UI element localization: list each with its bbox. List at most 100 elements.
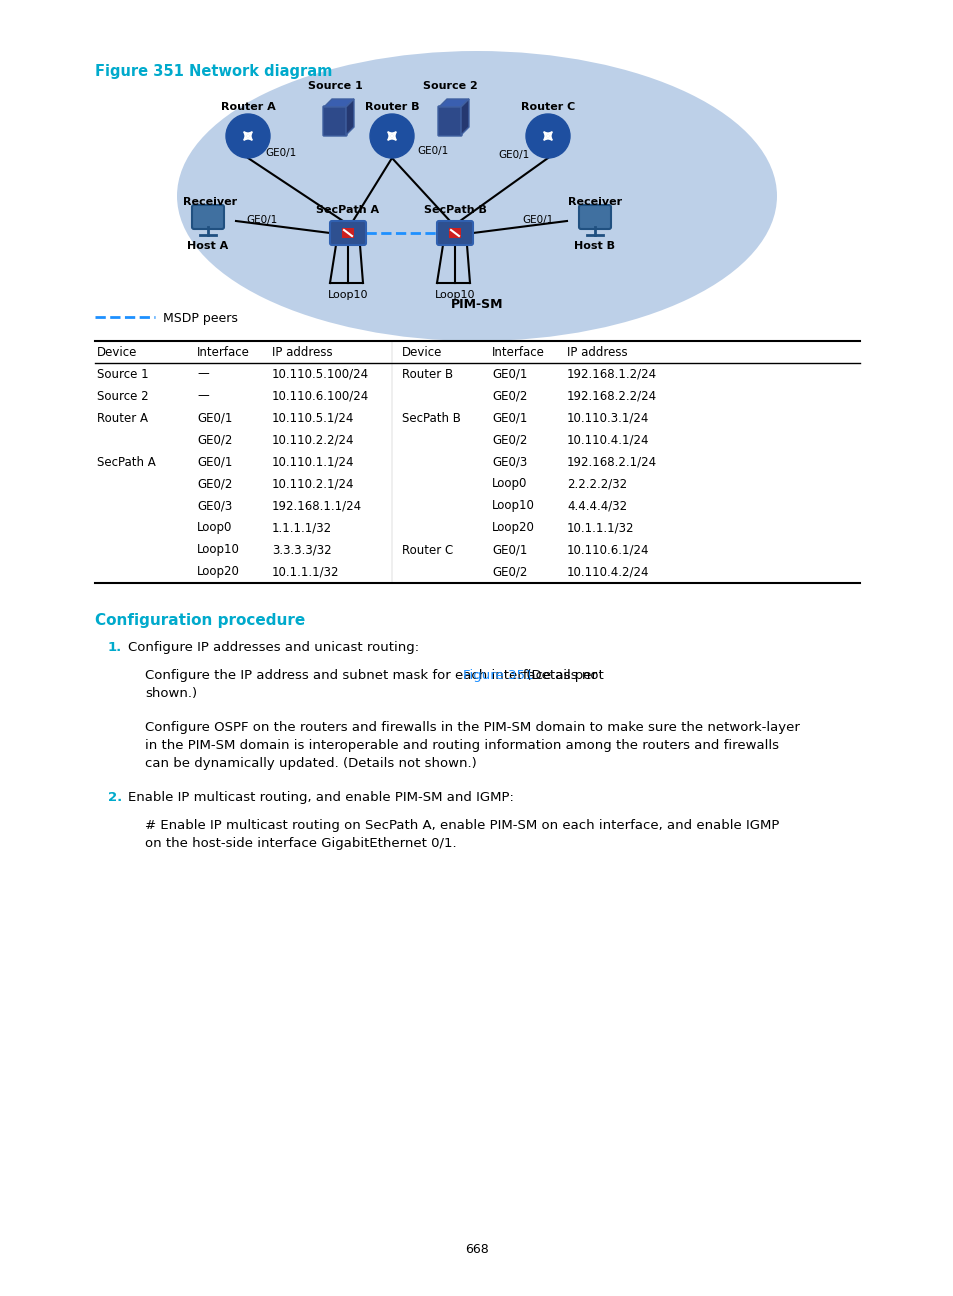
Text: Router C: Router C bbox=[401, 543, 453, 556]
Text: MSDP peers: MSDP peers bbox=[163, 312, 237, 325]
Text: GE0/2: GE0/2 bbox=[492, 390, 527, 403]
Circle shape bbox=[226, 114, 270, 158]
Text: GE0/1: GE0/1 bbox=[521, 215, 553, 226]
Text: GE0/3: GE0/3 bbox=[492, 455, 527, 468]
Text: Router C: Router C bbox=[520, 102, 575, 111]
Text: Configure OSPF on the routers and firewalls in the PIM-SM domain to make sure th: Configure OSPF on the routers and firewa… bbox=[145, 721, 799, 734]
Text: —: — bbox=[196, 390, 209, 403]
Text: Loop20: Loop20 bbox=[196, 565, 239, 578]
Text: GE0/2: GE0/2 bbox=[196, 433, 233, 447]
Text: Router B: Router B bbox=[364, 102, 418, 111]
Polygon shape bbox=[324, 98, 354, 108]
Text: SecPath B: SecPath B bbox=[401, 412, 460, 425]
Text: in the PIM-SM domain is interoperable and routing information among the routers : in the PIM-SM domain is interoperable an… bbox=[145, 739, 779, 752]
Text: 10.1.1.1/32: 10.1.1.1/32 bbox=[566, 521, 634, 534]
Text: 10.1.1.1/32: 10.1.1.1/32 bbox=[272, 565, 339, 578]
FancyBboxPatch shape bbox=[330, 222, 366, 245]
Text: Loop10: Loop10 bbox=[435, 290, 475, 299]
Text: Source 1: Source 1 bbox=[307, 80, 362, 91]
FancyBboxPatch shape bbox=[323, 106, 347, 136]
Text: Configuration procedure: Configuration procedure bbox=[95, 613, 305, 629]
Text: SecPath A: SecPath A bbox=[97, 455, 155, 468]
Text: can be dynamically updated. (Details not shown.): can be dynamically updated. (Details not… bbox=[145, 757, 476, 770]
Text: 2.: 2. bbox=[108, 791, 122, 804]
Circle shape bbox=[370, 114, 414, 158]
Text: Interface: Interface bbox=[492, 346, 544, 359]
Text: GE0/1: GE0/1 bbox=[492, 543, 527, 556]
Text: Loop10: Loop10 bbox=[196, 543, 239, 556]
Text: 3.3.3.3/32: 3.3.3.3/32 bbox=[272, 543, 332, 556]
Text: shown.): shown.) bbox=[145, 687, 197, 700]
Text: GE0/1: GE0/1 bbox=[265, 148, 296, 158]
FancyBboxPatch shape bbox=[341, 228, 354, 238]
Circle shape bbox=[525, 114, 569, 158]
Text: Host A: Host A bbox=[187, 241, 229, 251]
Text: GE0/3: GE0/3 bbox=[196, 499, 232, 512]
Text: Enable IP multicast routing, and enable PIM-SM and IGMP:: Enable IP multicast routing, and enable … bbox=[128, 791, 514, 804]
Text: 1.1.1.1/32: 1.1.1.1/32 bbox=[272, 521, 332, 534]
Text: 10.110.4.2/24: 10.110.4.2/24 bbox=[566, 565, 649, 578]
Text: Source 2: Source 2 bbox=[422, 80, 476, 91]
Text: 10.110.2.2/24: 10.110.2.2/24 bbox=[272, 433, 355, 447]
Text: 10.110.4.1/24: 10.110.4.1/24 bbox=[566, 433, 649, 447]
Text: 192.168.1.2/24: 192.168.1.2/24 bbox=[566, 368, 657, 381]
Text: 10.110.6.100/24: 10.110.6.100/24 bbox=[272, 390, 369, 403]
FancyBboxPatch shape bbox=[578, 205, 610, 229]
Text: Receiver: Receiver bbox=[567, 197, 621, 207]
Text: Router B: Router B bbox=[401, 368, 453, 381]
Text: 192.168.2.1/24: 192.168.2.1/24 bbox=[566, 455, 657, 468]
Text: GE0/1: GE0/1 bbox=[492, 368, 527, 381]
FancyBboxPatch shape bbox=[449, 228, 460, 238]
Text: Router A: Router A bbox=[97, 412, 148, 425]
Text: 668: 668 bbox=[465, 1243, 488, 1256]
Text: IP address: IP address bbox=[272, 346, 333, 359]
Polygon shape bbox=[438, 98, 469, 108]
Text: —: — bbox=[196, 368, 209, 381]
Text: GE0/2: GE0/2 bbox=[196, 477, 233, 490]
Text: PIM-SM: PIM-SM bbox=[450, 298, 503, 311]
Text: Loop20: Loop20 bbox=[492, 521, 535, 534]
FancyBboxPatch shape bbox=[436, 222, 473, 245]
Text: Source 2: Source 2 bbox=[97, 390, 149, 403]
Text: Device: Device bbox=[401, 346, 442, 359]
Text: GE0/2: GE0/2 bbox=[492, 433, 527, 447]
Polygon shape bbox=[460, 98, 469, 135]
Polygon shape bbox=[346, 98, 354, 135]
Text: on the host-side interface GigabitEthernet 0/1.: on the host-side interface GigabitEthern… bbox=[145, 837, 456, 850]
Text: Configure IP addresses and unicast routing:: Configure IP addresses and unicast routi… bbox=[128, 642, 418, 654]
Text: 10.110.1.1/24: 10.110.1.1/24 bbox=[272, 455, 355, 468]
Text: 10.110.5.100/24: 10.110.5.100/24 bbox=[272, 368, 369, 381]
Text: 192.168.2.2/24: 192.168.2.2/24 bbox=[566, 390, 657, 403]
Text: GE0/1: GE0/1 bbox=[196, 455, 233, 468]
Text: GE0/2: GE0/2 bbox=[492, 565, 527, 578]
FancyBboxPatch shape bbox=[192, 205, 224, 229]
Text: Loop0: Loop0 bbox=[196, 521, 233, 534]
Text: . (Details not: . (Details not bbox=[517, 669, 603, 682]
Text: Router A: Router A bbox=[220, 102, 275, 111]
Text: 10.110.2.1/24: 10.110.2.1/24 bbox=[272, 477, 355, 490]
Text: 192.168.1.1/24: 192.168.1.1/24 bbox=[272, 499, 362, 512]
Text: Configure the IP address and subnet mask for each interface as per: Configure the IP address and subnet mask… bbox=[145, 669, 600, 682]
Text: GE0/1: GE0/1 bbox=[416, 146, 448, 156]
Text: Receiver: Receiver bbox=[183, 197, 236, 207]
Text: SecPath B: SecPath B bbox=[423, 205, 486, 215]
Ellipse shape bbox=[177, 51, 776, 341]
Text: Loop10: Loop10 bbox=[328, 290, 368, 299]
Text: 4.4.4.4/32: 4.4.4.4/32 bbox=[566, 499, 626, 512]
Text: 10.110.6.1/24: 10.110.6.1/24 bbox=[566, 543, 649, 556]
Text: IP address: IP address bbox=[566, 346, 627, 359]
Text: 2.2.2.2/32: 2.2.2.2/32 bbox=[566, 477, 626, 490]
Text: GE0/1: GE0/1 bbox=[492, 412, 527, 425]
Text: 10.110.3.1/24: 10.110.3.1/24 bbox=[566, 412, 649, 425]
Text: Interface: Interface bbox=[196, 346, 250, 359]
Text: 1.: 1. bbox=[108, 642, 122, 654]
Text: GE0/1: GE0/1 bbox=[247, 215, 277, 226]
Text: Loop10: Loop10 bbox=[492, 499, 535, 512]
Text: Loop0: Loop0 bbox=[492, 477, 527, 490]
Text: Host B: Host B bbox=[574, 241, 615, 251]
Text: Source 1: Source 1 bbox=[97, 368, 149, 381]
Text: Device: Device bbox=[97, 346, 137, 359]
Text: Figure 351: Figure 351 bbox=[463, 669, 533, 682]
Text: Figure 351 Network diagram: Figure 351 Network diagram bbox=[95, 64, 332, 79]
FancyBboxPatch shape bbox=[437, 106, 461, 136]
